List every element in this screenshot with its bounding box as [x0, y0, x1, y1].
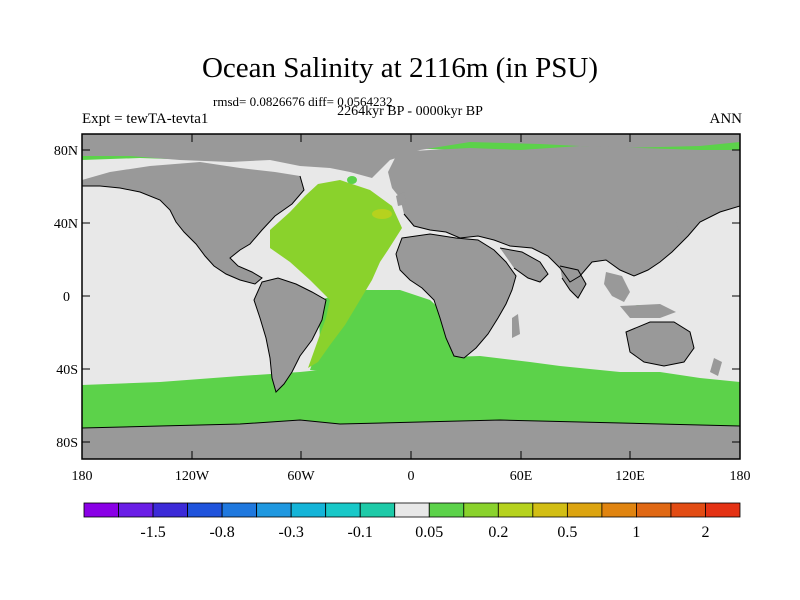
colorbar-box — [325, 502, 361, 518]
colorbar-label: -0.8 — [209, 524, 234, 541]
period-subtitle: 2264kyr BP - 0000kyr BP — [337, 104, 483, 119]
x-tick-label: 60E — [510, 469, 533, 484]
colorbar-labels: -1.5 -0.8 -0.3 -0.1 0.05 0.2 0.5 1 2 — [140, 524, 709, 541]
colorbar-box — [221, 502, 258, 518]
colorbar-box — [566, 502, 603, 518]
x-ticks — [191, 134, 631, 459]
colorbar-label: -0.1 — [348, 524, 373, 541]
map-field — [82, 134, 740, 459]
colorbar-box — [290, 502, 327, 518]
atlantic-yellowgreen — [270, 180, 402, 368]
y-tick-label: 0 — [63, 290, 70, 305]
atlantic-olive-patch — [372, 209, 392, 219]
rmsd-diff-stats: rmsd= 0.0826676 diff= 0.0564232 — [213, 94, 393, 109]
plot-title: Ocean Salinity at 2116m (in PSU) — [201, 52, 599, 84]
x-tick-label: 0 — [408, 469, 415, 484]
colorbar-label: 2 — [701, 524, 709, 541]
colorbar-box — [705, 502, 741, 518]
x-tick-label: 180 — [72, 469, 93, 484]
colorbar-label: -0.3 — [278, 524, 303, 541]
y-tick-label: 80N — [54, 144, 78, 159]
y-tick-label: 40S — [56, 363, 78, 378]
colorbar-box — [428, 502, 465, 518]
colorbar-box — [636, 502, 672, 518]
colorbar-label: 0.05 — [415, 524, 443, 541]
colorbar-box — [394, 502, 430, 518]
coastlines — [82, 175, 740, 429]
colorbar-label: 1 — [632, 524, 640, 541]
y-tick-label: 80S — [56, 436, 78, 451]
colorbar-box — [463, 502, 499, 518]
experiment-label: Expt = tewTA-tevta1 — [82, 111, 209, 127]
colorbar-box — [187, 502, 223, 518]
colorbar-box — [256, 502, 292, 518]
colorbar-box — [601, 502, 637, 518]
southern-ocean-green — [82, 356, 740, 428]
colorbar — [83, 502, 741, 518]
y-tick-label: 40N — [54, 217, 78, 232]
x-tick-label: 120E — [615, 469, 645, 484]
x-tick-label: 120W — [175, 469, 210, 484]
nordic-green-patch — [347, 176, 357, 184]
colorbar-box — [83, 502, 119, 518]
colorbar-box — [152, 502, 188, 518]
colorbar-box — [670, 502, 706, 518]
colorbar-box — [359, 502, 396, 518]
season-label: ANN — [709, 111, 743, 127]
y-ticks — [82, 149, 740, 443]
colorbar-label: 0.5 — [557, 524, 577, 541]
colorbar-box — [532, 502, 568, 518]
colorbar-label: -1.5 — [140, 524, 165, 541]
x-tick-label: 180 — [730, 469, 751, 484]
colorbar-box — [118, 502, 154, 518]
colorbar-box — [497, 502, 534, 518]
colorbar-label: 0.2 — [488, 524, 508, 541]
land — [82, 134, 740, 459]
x-tick-label: 60W — [287, 469, 315, 484]
